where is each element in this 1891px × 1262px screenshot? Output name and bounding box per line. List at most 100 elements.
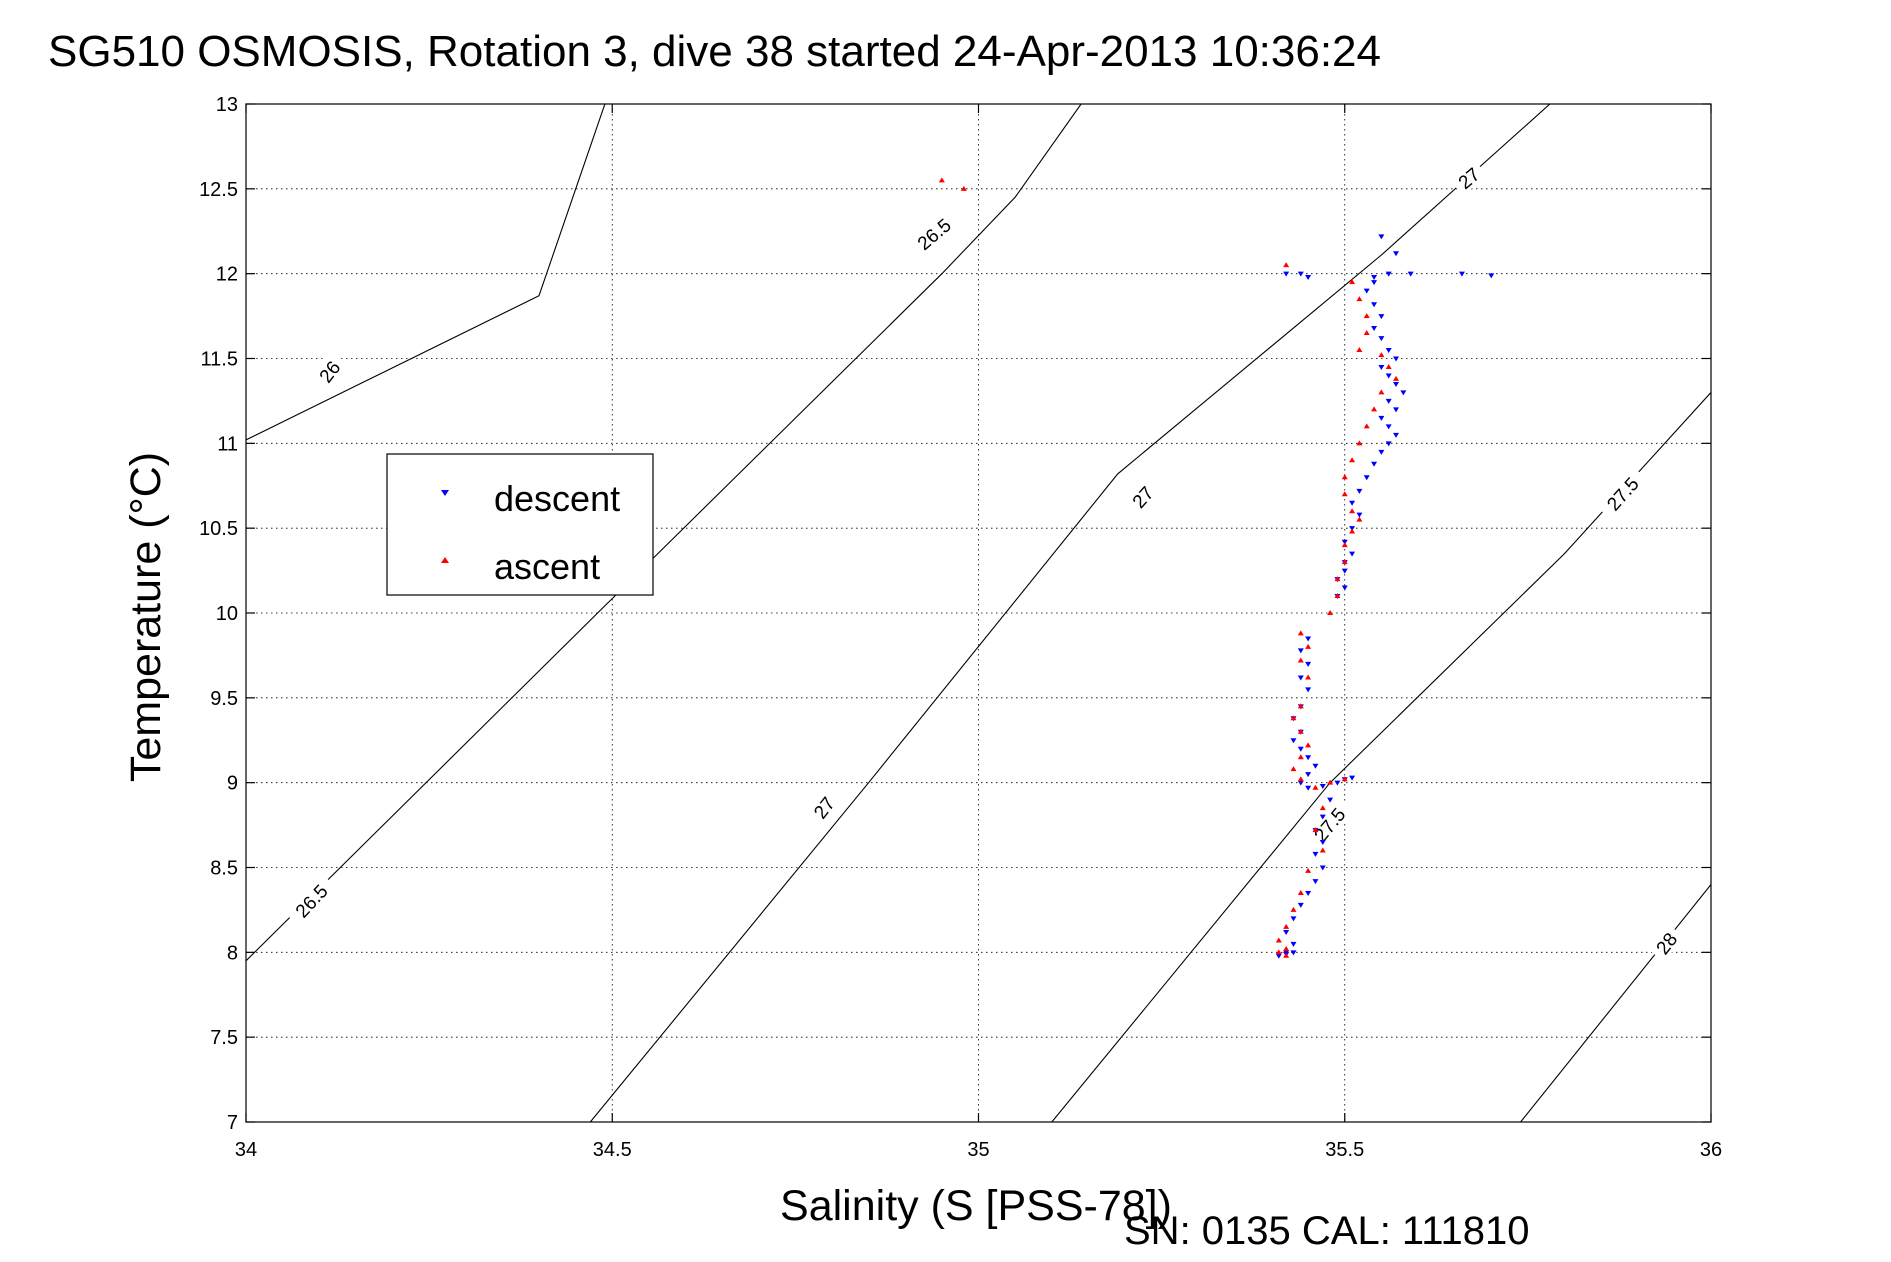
contour-label-background [1595, 465, 1648, 521]
ascent-point [1297, 657, 1304, 663]
descent-point [1290, 916, 1297, 922]
ascent-point [1327, 779, 1334, 785]
descent-point [1378, 234, 1385, 240]
contour-label-background [310, 351, 348, 391]
ascent-point [1297, 754, 1304, 760]
ascent-point [1341, 542, 1348, 548]
descent-point [1275, 953, 1282, 959]
descent-point [1400, 390, 1407, 396]
descent-point [1349, 500, 1356, 506]
ascent-point [1363, 330, 1370, 336]
ascent-point [1319, 847, 1326, 853]
ascent-point [1297, 889, 1304, 895]
descent-point [1385, 373, 1392, 379]
ascent-point [1334, 576, 1341, 582]
x-tick-label: 34.5 [593, 1139, 632, 1161]
descent-point [1385, 271, 1392, 277]
descent-point [1378, 364, 1385, 370]
descent-point [1371, 280, 1378, 286]
ascent-point [1349, 457, 1356, 463]
descent-point [1393, 356, 1400, 362]
descent-point [1312, 851, 1319, 857]
descent-point [1378, 415, 1385, 421]
y-tick-label: 11.5 [201, 349, 238, 371]
ascent-point [1349, 528, 1356, 534]
legend: descent ascent [386, 453, 654, 596]
axis-ticks: 34 34.5 35 35.5 36 7 7.5 8 8.5 9 9.5 10 10.5 11 11.5 12… [199, 94, 1722, 1161]
ascent-point [1290, 715, 1297, 721]
contour-label-background [905, 207, 961, 259]
descent-point [1341, 568, 1348, 574]
ascent-point [1290, 906, 1297, 912]
y-tick-label: 9.5 [210, 688, 238, 710]
y-tick-label: 11 [217, 433, 238, 455]
y-tick-label: 12 [216, 264, 238, 286]
ascent-point [1356, 347, 1363, 353]
ascent-point [1297, 630, 1304, 636]
descent-point [1297, 675, 1304, 681]
ascent-point [1297, 776, 1304, 782]
descent-point [1393, 251, 1400, 257]
ascent-point [1283, 952, 1290, 958]
descent-point [1363, 475, 1370, 481]
descent-point [1407, 271, 1414, 277]
legend-box [386, 453, 654, 596]
legend-entry-descent: descent [494, 478, 620, 519]
ascent-point [938, 177, 945, 183]
ascent-point [1275, 937, 1282, 943]
density-contour-26 [246, 104, 606, 441]
chart-title: SG510 OSMOSIS, Rotation 3, dive 38 start… [48, 27, 1381, 76]
descent-point [1393, 381, 1400, 387]
descent-point [1385, 424, 1392, 430]
descent-point [1290, 941, 1297, 947]
descent-point [1349, 775, 1356, 781]
descent-point [1319, 784, 1326, 790]
descent-point [1349, 551, 1356, 557]
descent-point [1371, 275, 1378, 281]
legend-marker-ascent [441, 557, 449, 563]
contour-label-background [1646, 923, 1684, 962]
y-tick-label: 12.5 [199, 179, 238, 201]
descent-point [1371, 325, 1378, 331]
descent-point [1319, 814, 1326, 820]
density-contours [246, 104, 1711, 1122]
descent-point [1297, 648, 1304, 654]
descent-point [1334, 780, 1341, 786]
descent-point [1305, 785, 1312, 791]
descent-point [1385, 398, 1392, 404]
y-tick-label: 10 [216, 603, 238, 625]
descent-point [1297, 746, 1304, 752]
density-contour-26.5 [246, 104, 1082, 962]
descent-point [1305, 755, 1312, 761]
ascent-point [1290, 766, 1297, 772]
ascent-point [1305, 742, 1312, 748]
contour-label-background [804, 787, 842, 827]
ascent-point [1378, 352, 1385, 358]
ascent-point [1356, 296, 1363, 302]
legend-marker-descent [441, 490, 449, 496]
ascent-point [1341, 776, 1348, 782]
descent-point [1488, 273, 1495, 279]
descent-point [1305, 275, 1312, 281]
descent-point [1356, 512, 1363, 518]
x-tick-label: 35 [967, 1139, 989, 1161]
data-points [938, 177, 1495, 959]
ascent-point [1349, 508, 1356, 514]
descent-point [1305, 772, 1312, 778]
descent-point [1363, 288, 1370, 294]
x-tick-label: 35.5 [1325, 1139, 1364, 1161]
descent-point [1290, 738, 1297, 744]
ascent-point [960, 185, 967, 191]
descent-point [1297, 271, 1304, 277]
x-axis-label: Salinity (S [PSS-78]) [780, 1182, 1172, 1230]
descent-point [1312, 879, 1319, 885]
y-axis-label: Temperature (°C) [122, 452, 170, 782]
y-tick-label: 13 [216, 94, 238, 116]
ascent-point [1283, 262, 1290, 268]
descent-point [1378, 336, 1385, 342]
descent-point [1371, 302, 1378, 308]
descent-point [1371, 461, 1378, 467]
descent-point [1297, 780, 1304, 786]
density-contour-27 [589, 104, 1551, 1122]
